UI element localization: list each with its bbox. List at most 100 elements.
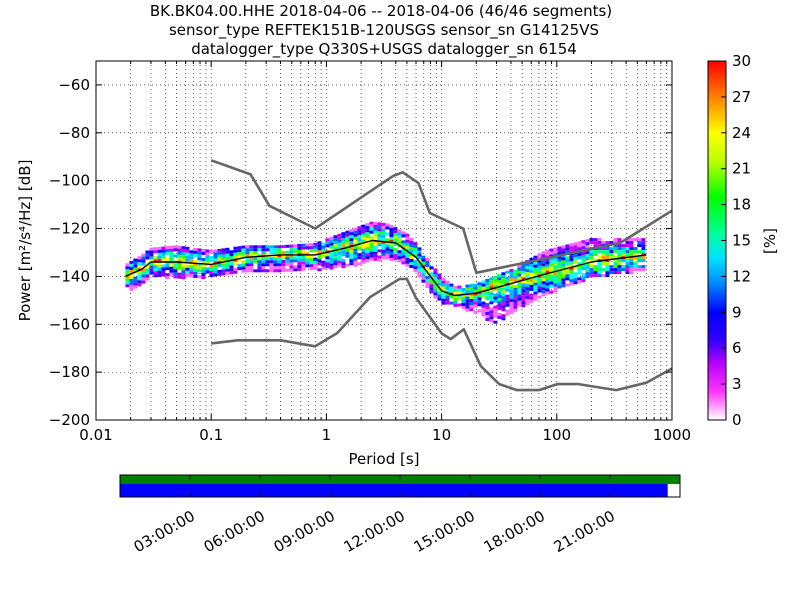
heatmap-cell (557, 273, 562, 277)
heatmap-cell (509, 296, 514, 299)
heatmap-cell (617, 253, 622, 257)
heatmap-cell (569, 267, 574, 271)
heatmap-cell (385, 253, 390, 257)
heatmap-cell (257, 266, 262, 270)
heatmap-cell (233, 249, 238, 253)
heatmap-cell (501, 287, 506, 291)
heatmap-cell (561, 260, 566, 264)
heatmap-cell (441, 298, 446, 302)
heatmap-cell (477, 288, 482, 292)
heatmap-cell (481, 310, 486, 314)
heatmap-cell (569, 258, 574, 262)
heatmap-cell (581, 267, 586, 271)
heatmap-cell (289, 250, 294, 254)
heatmap-cell (545, 267, 550, 271)
heatmap-cell (341, 232, 346, 236)
heatmap-cell (297, 244, 302, 247)
heatmap-cell (473, 298, 478, 302)
heatmap-cell (577, 241, 582, 245)
colorbar-tick-label: 3 (732, 375, 742, 393)
ppsd-heatmap (125, 221, 646, 324)
heatmap-cell (293, 268, 298, 272)
heatmap-cell (637, 241, 642, 245)
heatmap-cell (245, 269, 250, 273)
heatmap-cell (489, 292, 494, 296)
heatmap-cell (125, 278, 130, 282)
heatmap-cell (553, 259, 558, 263)
heatmap-cell (405, 239, 410, 243)
heatmap-cell (433, 277, 438, 281)
heatmap-cell (441, 286, 446, 290)
heatmap-cell (141, 268, 146, 272)
heatmap-cell (201, 264, 206, 267)
heatmap-cell (537, 289, 542, 293)
heatmap-cell (161, 249, 166, 253)
heatmap-cell (497, 298, 502, 301)
heatmap-cell (281, 269, 286, 273)
y-tick-label: −100 (49, 172, 90, 190)
heatmap-cell (637, 244, 642, 248)
heatmap-cell (629, 253, 634, 257)
heatmap-cell (321, 266, 326, 270)
heatmap-cell (145, 274, 150, 278)
heatmap-cell (525, 299, 530, 303)
heatmap-cell (249, 269, 254, 273)
heatmap-cell (549, 269, 554, 273)
heatmap-cell (629, 271, 634, 275)
heatmap-cell (241, 269, 246, 273)
heatmap-cell (137, 274, 142, 278)
heatmap-cell (181, 258, 186, 262)
heatmap-cell (625, 268, 630, 272)
heatmap-cell (185, 273, 190, 277)
heatmap-cell (465, 293, 470, 297)
heatmap-cell (561, 275, 566, 279)
heatmap-cell (445, 289, 450, 293)
heatmap-cell (397, 241, 402, 245)
heatmap-cell (625, 244, 630, 248)
heatmap-cell (133, 264, 138, 268)
heatmap-cell (457, 297, 462, 301)
heatmap-cell (609, 265, 614, 269)
heatmap-cell (481, 313, 486, 317)
heatmap-cell (157, 261, 162, 265)
heatmap-cell (245, 257, 250, 261)
heatmap-cell (433, 295, 438, 299)
heatmap-cell (461, 303, 466, 306)
heatmap-cell (585, 272, 590, 276)
heatmap-cell (617, 265, 622, 269)
heatmap-cell (237, 255, 242, 259)
heatmap-cell (493, 287, 498, 291)
heatmap-cell (537, 286, 542, 290)
heatmap-cell (357, 241, 362, 245)
x-tick-label: 1000 (653, 426, 691, 444)
heatmap-cell (265, 245, 270, 249)
timeline-tick-label: 15:00:00 (411, 507, 478, 556)
heatmap-cell (605, 265, 610, 269)
heatmap-cell (409, 250, 414, 253)
heatmap-cell (637, 265, 642, 269)
heatmap-cell (181, 246, 186, 250)
heatmap-cell (405, 260, 410, 264)
heatmap-cell (613, 262, 618, 266)
heatmap-cell (149, 256, 154, 260)
x-axis-label: Period [s] (348, 450, 419, 468)
heatmap-cell (221, 266, 226, 270)
heatmap-cell (557, 267, 562, 271)
heatmap-cell (377, 222, 382, 226)
heatmap-cell (465, 287, 470, 291)
heatmap-cell (541, 260, 546, 264)
heatmap-cell (129, 269, 134, 273)
heatmap-cell (513, 296, 518, 300)
heatmap-cell (165, 267, 170, 271)
heatmap-cell (361, 227, 366, 231)
heatmap-cell (149, 247, 154, 251)
heatmap-cell (481, 286, 486, 290)
heatmap-cell (393, 242, 398, 246)
heatmap-cell (221, 272, 226, 276)
heatmap-cell (137, 280, 142, 284)
heatmap-cell (321, 263, 326, 267)
heatmap-cell (517, 303, 522, 307)
heatmap-cell (125, 275, 130, 279)
heatmap-cell (529, 257, 534, 261)
heatmap-cell (321, 260, 326, 264)
